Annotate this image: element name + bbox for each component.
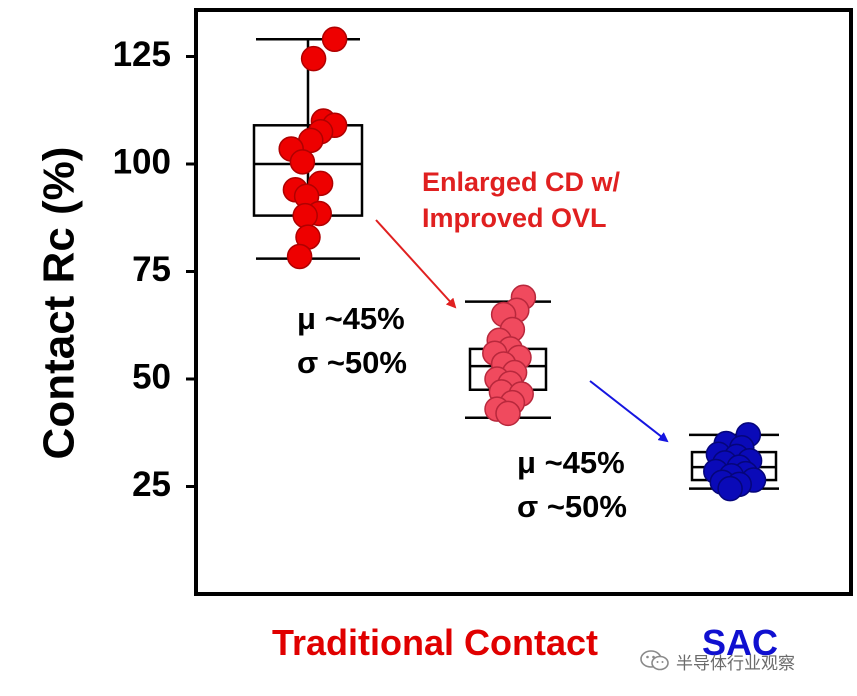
stats-annotation-2: μ ~45% σ ~50% — [517, 445, 627, 524]
stats-annotation-1: μ ~45% σ ~50% — [297, 301, 407, 380]
category-label-0: Traditional Contact — [272, 622, 598, 663]
y-tick-label-75: 75 — [132, 250, 171, 289]
y-tick-label-50: 50 — [132, 357, 171, 396]
arrow-blue — [589, 380, 669, 443]
ann-stats2-line-1: σ ~50% — [517, 489, 627, 524]
y-tick-label-100: 100 — [113, 142, 171, 181]
category-label-2: SAC — [702, 622, 778, 663]
data-point-0-12 — [292, 202, 318, 229]
arrow-red — [375, 219, 457, 309]
arrow-annotation: Enlarged CD w/Improved OVL — [422, 167, 621, 233]
y-axis-ticks: 25 50 75 100 125 — [113, 35, 196, 504]
ann-stats2-line-0: μ ~45% — [517, 445, 625, 480]
wechat-icon — [640, 650, 669, 671]
ann-stats1-line-0: μ ~45% — [297, 301, 405, 336]
plot-frame — [194, 8, 853, 596]
ann-stats1-line-1: σ ~50% — [297, 345, 407, 380]
y-axis-label: Contact Rc (%) — [35, 147, 84, 460]
data-point-2-14 — [717, 475, 743, 502]
data-point-1-16 — [495, 400, 521, 427]
data-point-0-1 — [300, 45, 327, 72]
ann-label-line-1: Improved OVL — [422, 203, 607, 233]
y-tick-label-125: 125 — [113, 35, 171, 74]
ann-label-line-0: Enlarged CD w/ — [422, 167, 621, 197]
data-point-0-14 — [286, 243, 313, 270]
watermark-text: 半导体行业观察 — [676, 653, 795, 674]
category-labels: Traditional Contact SAC — [272, 622, 778, 663]
y-tick-label-25: 25 — [132, 465, 171, 504]
data-point-0-0 — [321, 26, 348, 53]
watermark: 半导体行业观察 — [640, 648, 795, 674]
data-points — [278, 26, 767, 502]
data-point-0-7 — [289, 149, 316, 175]
